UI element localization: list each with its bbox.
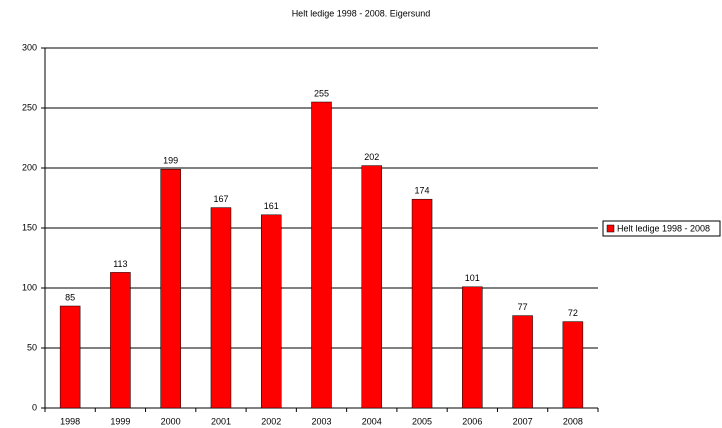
- data-label: 202: [364, 152, 379, 162]
- y-tick-label: 200: [22, 162, 37, 172]
- x-tick-label: 2005: [412, 416, 432, 426]
- x-tick-label: 2001: [211, 416, 231, 426]
- data-label: 161: [264, 201, 279, 211]
- bar: [512, 315, 533, 409]
- legend-swatch: [606, 224, 615, 233]
- y-tick-label: 50: [27, 342, 37, 352]
- data-label: 167: [213, 194, 228, 204]
- data-label: 113: [113, 259, 127, 269]
- y-tick-label: 100: [22, 282, 37, 292]
- data-label: 77: [518, 302, 528, 312]
- bar: [59, 305, 81, 409]
- y-tick-label: 300: [22, 42, 37, 52]
- x-tick-label: 2008: [563, 416, 583, 426]
- legend-box: [602, 220, 721, 237]
- data-label: 199: [163, 156, 178, 166]
- y-tick-label: 150: [22, 222, 37, 232]
- x-tick-label: 1999: [110, 416, 130, 426]
- x-tick-label: 2002: [261, 416, 281, 426]
- bar: [260, 214, 282, 409]
- y-tick-label: 250: [22, 102, 37, 112]
- data-label: 85: [65, 292, 75, 302]
- x-tick-label: 1998: [60, 416, 80, 426]
- data-label: 101: [465, 273, 480, 283]
- data-label: 72: [568, 308, 578, 318]
- legend-label: Helt ledige 1998 - 2008: [617, 223, 710, 233]
- bar: [462, 286, 483, 409]
- bar: [110, 272, 131, 409]
- bar: [562, 321, 584, 409]
- x-tick-label: 2007: [513, 416, 533, 426]
- y-tick-label: 0: [32, 402, 37, 412]
- x-tick-label: 2004: [362, 416, 382, 426]
- x-tick-label: 2003: [311, 416, 331, 426]
- data-label: 174: [415, 186, 430, 196]
- bar: [160, 168, 181, 409]
- x-tick-label: 2006: [462, 416, 482, 426]
- bar: [311, 101, 332, 409]
- bar: [210, 207, 232, 409]
- data-label: 255: [314, 88, 329, 98]
- chart-title: Helt ledige 1998 - 2008. Eigersund: [292, 8, 431, 18]
- bar: [361, 165, 383, 409]
- bar: [411, 198, 433, 409]
- x-tick-label: 2000: [161, 416, 181, 426]
